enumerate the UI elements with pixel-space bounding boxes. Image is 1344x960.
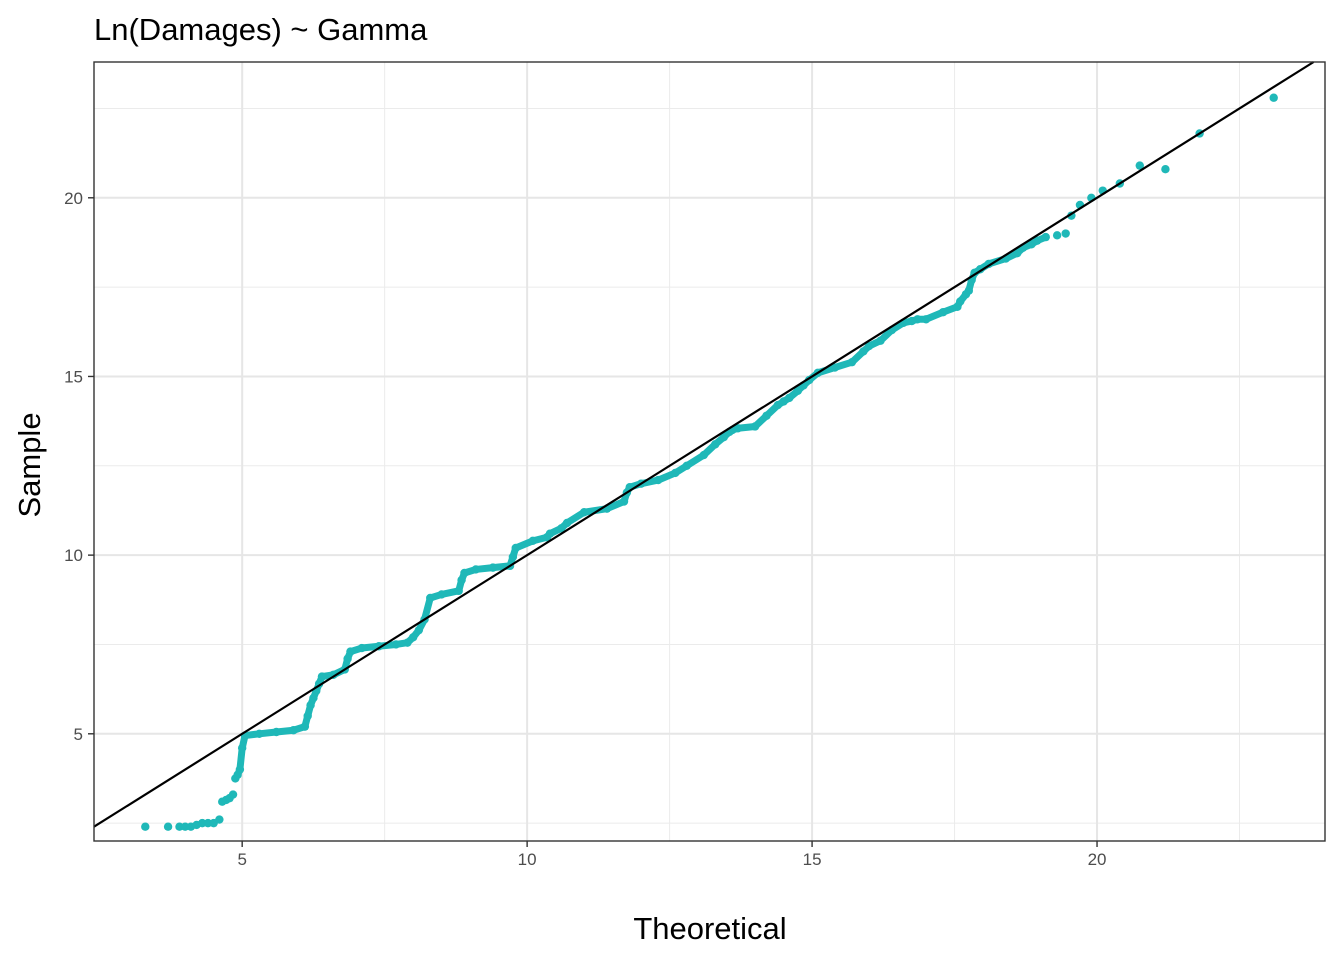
y-tick-label: 5: [74, 725, 83, 744]
data-point: [1061, 229, 1070, 238]
x-tick-label: 10: [518, 850, 537, 869]
x-tick-label: 15: [803, 850, 822, 869]
y-tick-label: 10: [64, 546, 83, 565]
x-axis-title: Theoretical: [633, 911, 786, 946]
data-point: [1052, 231, 1062, 240]
y-tick-label: 15: [64, 367, 83, 386]
x-tick-label: 20: [1088, 850, 1107, 869]
data-point: [1161, 165, 1170, 174]
data-point: [1135, 161, 1144, 170]
data-point: [228, 790, 238, 799]
y-tick-label: 20: [64, 189, 83, 208]
plot-area: 5 10 15 20 5 10 15 20: [64, 61, 1326, 869]
y-axis-title: Sample: [12, 412, 47, 517]
data-point: [215, 815, 224, 824]
data-point: [163, 822, 173, 831]
data-point: [1269, 93, 1278, 102]
data-point: [141, 822, 150, 831]
plot-border: [93, 61, 1326, 842]
chart-title: Ln(Damages) ~ Gamma: [94, 12, 428, 47]
reference-line: [93, 61, 1315, 828]
x-tick-label: 5: [237, 850, 246, 869]
